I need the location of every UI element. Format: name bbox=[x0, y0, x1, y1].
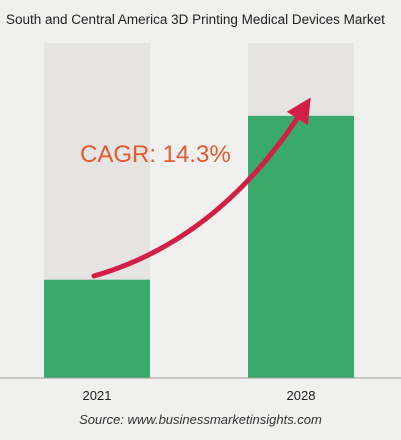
bar-2021 bbox=[44, 279, 150, 378]
source-credit: Source: www.businessmarketinsights.com bbox=[79, 412, 322, 427]
x-tick-label-2028: 2028 bbox=[287, 388, 316, 403]
cagr-arrow bbox=[91, 97, 311, 279]
x-tick-label-2021: 2021 bbox=[83, 388, 112, 403]
chart-title: South and Central America 3D Printing Me… bbox=[6, 12, 385, 27]
bar-2028 bbox=[248, 115, 354, 379]
cagr-annotation: CAGR: 14.3% bbox=[80, 141, 231, 168]
